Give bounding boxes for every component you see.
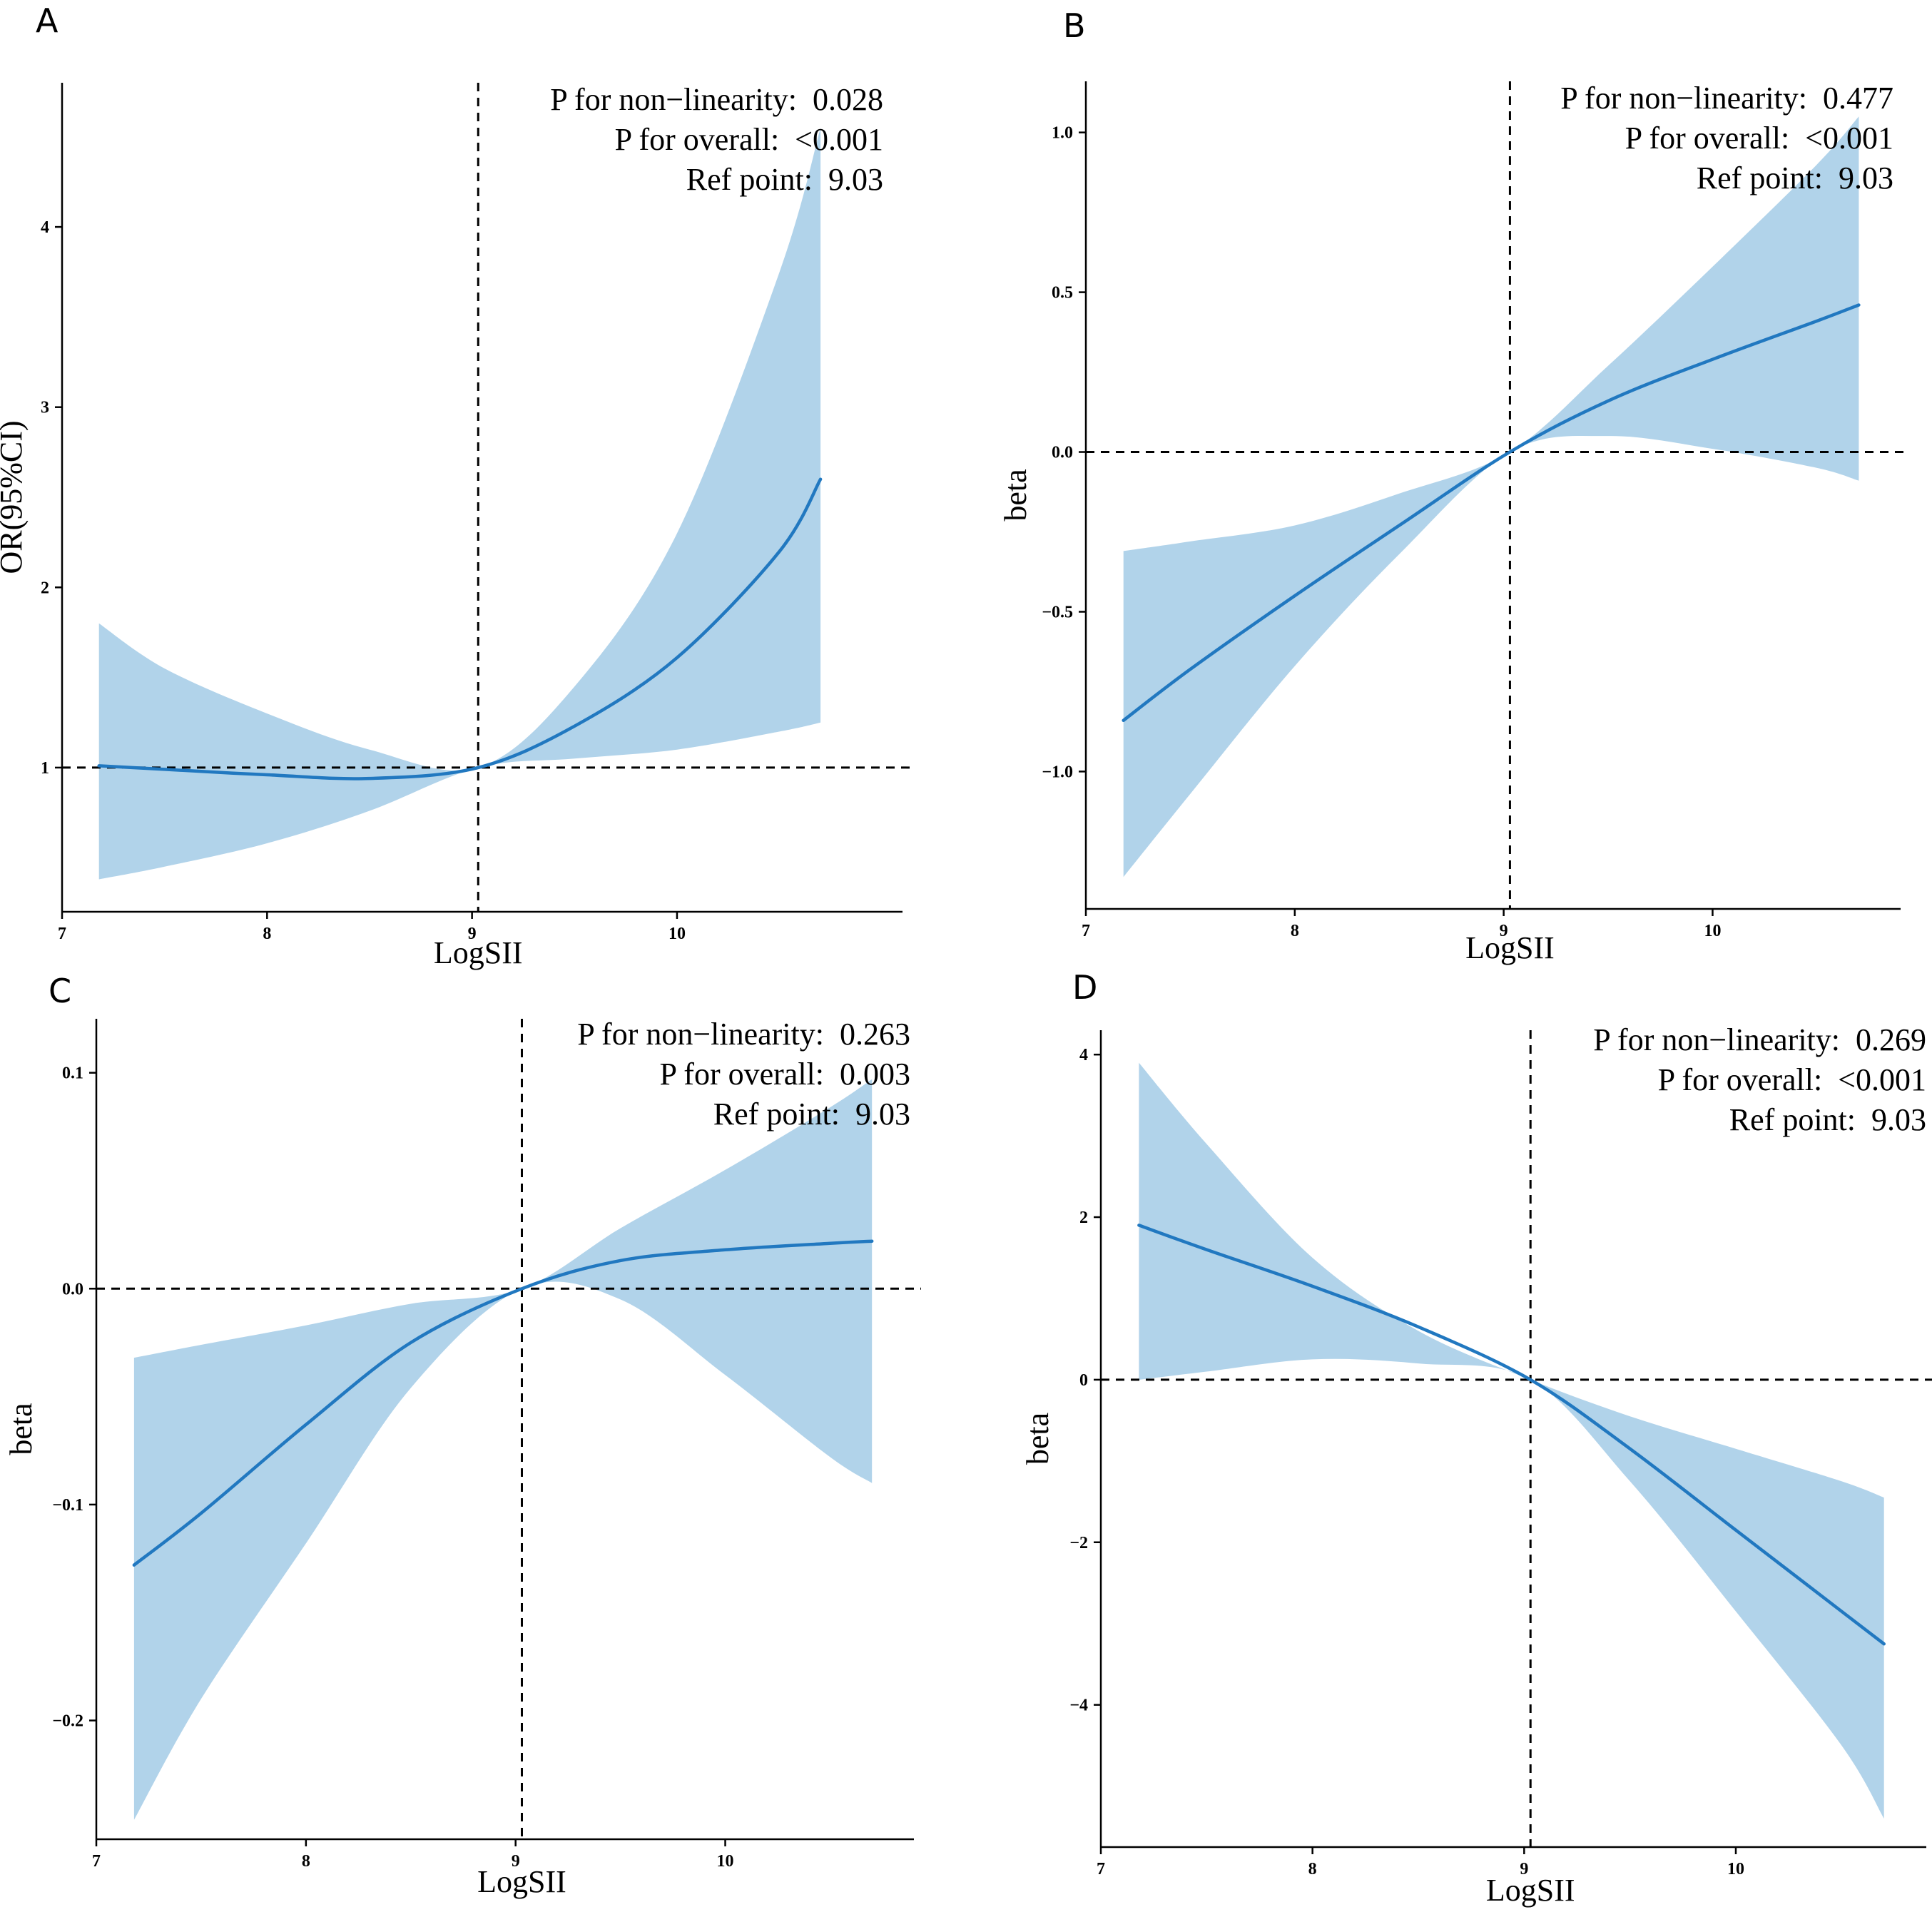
x-tick-label: 8	[263, 925, 271, 943]
confidence-band	[1139, 1062, 1884, 1819]
x-tick-label: 9	[1520, 1860, 1528, 1878]
x-tick-label: 8	[1308, 1860, 1317, 1878]
y-tick-label: −2	[1069, 1534, 1088, 1552]
x-tick-label: 7	[92, 1852, 101, 1871]
x-tick-label: 10	[1727, 1860, 1744, 1878]
annotation-line1: P for non−linearity: 0.028	[550, 82, 883, 117]
x-tick-label: 9	[1500, 922, 1508, 940]
y-tick-label: −0.1	[52, 1496, 83, 1515]
y-tick-label: 2	[1079, 1209, 1088, 1227]
y-tick-label: 4	[1079, 1046, 1088, 1064]
spline-curve	[97, 477, 823, 780]
y-tick-label: 1.0	[1052, 124, 1073, 143]
y-tick-label: 1	[41, 759, 49, 778]
annotation-line3: Ref point: 9.03	[713, 1097, 910, 1132]
confidence-band	[133, 1079, 873, 1820]
annotation-line1: P for non−linearity: 0.477	[1560, 81, 1893, 116]
x-tick-label: 10	[668, 925, 686, 943]
x-tick-label: 7	[58, 925, 66, 943]
annotation-line3: Ref point: 9.03	[686, 162, 883, 197]
panel-label: A	[36, 1, 59, 40]
x-axis-title: LogSII	[1465, 930, 1555, 965]
panel-b: B 7 8 9 10 −1.0 −0.5 0.0 0.5 1.0 LogSII beta P for n…	[998, 6, 1908, 965]
panel-label: B	[1063, 6, 1086, 45]
panel-label: D	[1072, 968, 1097, 1007]
x-tick-label: 8	[302, 1852, 310, 1871]
y-tick-label: 0.5	[1052, 284, 1073, 302]
confidence-band	[1123, 116, 1859, 878]
annotation-line2: P for overall: <0.001	[615, 122, 883, 157]
y-tick-label: −1.0	[1042, 763, 1073, 781]
y-tick-label: 4	[41, 218, 49, 237]
x-tick-label: 9	[468, 925, 477, 943]
spline-curve	[132, 1239, 874, 1567]
y-axis-title: OR(95%CI)	[0, 420, 29, 574]
x-tick-label: 7	[1097, 1860, 1105, 1878]
x-tick-label: 10	[1704, 922, 1721, 940]
y-tick-label: 0.0	[62, 1280, 83, 1298]
annotation-line3: Ref point: 9.03	[1729, 1102, 1926, 1137]
y-tick-label: 3	[41, 399, 49, 417]
y-tick-label: −0.2	[52, 1712, 83, 1731]
annotation-line1: P for non−linearity: 0.263	[577, 1017, 910, 1052]
confidence-band	[98, 128, 821, 880]
annotation-line2: P for overall: <0.001	[1658, 1062, 1926, 1097]
y-axis-title: beta	[1020, 1413, 1055, 1465]
x-axis-title: LogSII	[477, 1864, 566, 1899]
panel-label: C	[49, 972, 71, 1010]
y-axis-title: beta	[4, 1403, 39, 1455]
y-tick-label: 0.0	[1052, 444, 1073, 462]
panel-c: C 7 8 9 10 −0.2 −0.1 0.0 0.1 LogSII beta P for non−…	[4, 972, 921, 1899]
annotation-line3: Ref point: 9.03	[1697, 161, 1893, 195]
y-tick-label: 0.1	[62, 1064, 83, 1083]
x-axis-title: LogSII	[434, 935, 523, 970]
spline-curve	[1137, 1224, 1886, 1646]
y-tick-label: −0.5	[1042, 603, 1073, 621]
spline-curve	[1122, 303, 1861, 723]
x-axis-title: LogSII	[1486, 1873, 1575, 1908]
x-tick-label: 10	[717, 1852, 734, 1871]
y-tick-label: 2	[41, 579, 49, 597]
annotation-line1: P for non−linearity: 0.269	[1593, 1022, 1926, 1057]
y-tick-label: −4	[1069, 1697, 1088, 1715]
x-tick-label: 8	[1291, 922, 1299, 940]
panel-d: D 7 8 9 10 −4 −2 0 2 4 LogSII beta P for non−lineari…	[1020, 968, 1932, 1908]
y-axis-title: beta	[998, 469, 1033, 521]
annotation-line2: P for overall: 0.003	[659, 1057, 910, 1092]
x-tick-label: 9	[512, 1852, 520, 1871]
annotation-line2: P for overall: <0.001	[1625, 121, 1893, 156]
y-tick-label: 0	[1079, 1371, 1088, 1390]
x-tick-label: 7	[1082, 922, 1090, 940]
panel-a: A 7 8 9 10 1 2 3 4 LogSII OR(95%CI) P for non−linea…	[0, 1, 910, 970]
